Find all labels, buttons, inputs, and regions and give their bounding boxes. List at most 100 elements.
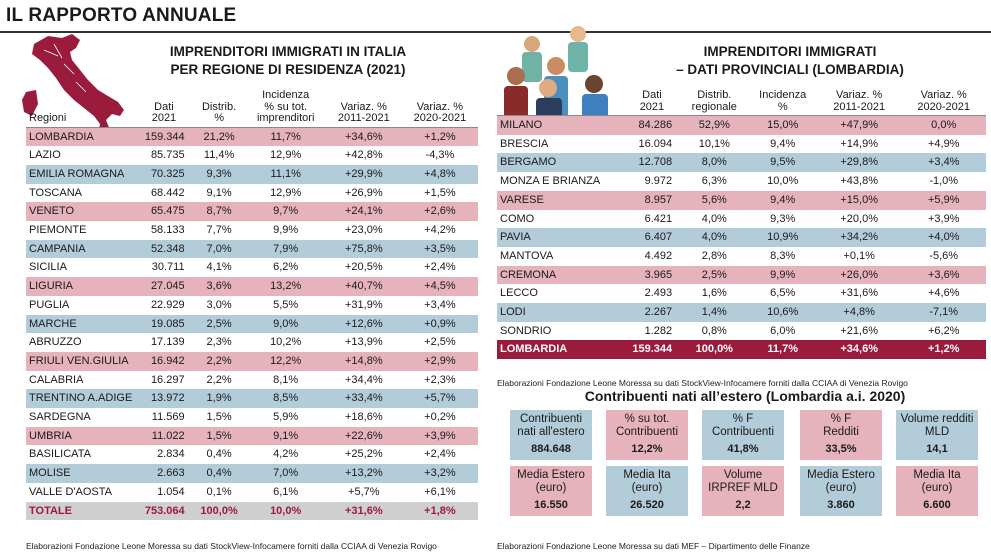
table-row: BASILICATA 2.834 0,4% 4,2% +25,2% +2,4% xyxy=(26,445,478,465)
contributors-title: Contribuenti nati all’estero (Lombardia … xyxy=(584,388,906,404)
cell-inc: 8,5% xyxy=(245,389,326,409)
cell-dist: 8,7% xyxy=(192,202,246,222)
cell-v2: +0,2% xyxy=(401,408,478,427)
table-row: SARDEGNA 11.569 1,5% 5,9% +18,6% +0,2% xyxy=(26,408,478,427)
cell-dati: 16.942 xyxy=(135,351,193,371)
cell-dist: 5,6% xyxy=(680,190,749,210)
contrib-box: Volume redditi MLD 14,1 xyxy=(896,410,978,460)
cell-v1: +23,0% xyxy=(325,221,402,240)
contrib-box-label: Contribuenti nati all'estero xyxy=(517,413,585,438)
cell-dist: 7,7% xyxy=(192,221,246,240)
cell-dist: 9,3% xyxy=(192,164,246,184)
cell-v2: +3,6% xyxy=(901,265,986,285)
table-row: VENETO 65.475 8,7% 9,7% +24,1% +2,6% xyxy=(26,202,478,222)
cell-dist: 52,9% xyxy=(680,115,749,135)
table-row: LECCO 2.493 1,6% 6,5% +31,6% +4,6% xyxy=(497,284,986,304)
cell-inc: 10,0% xyxy=(748,172,817,191)
cell-inc: 9,9% xyxy=(748,265,817,285)
table-row: SONDRIO 1.282 0,8% 6,0% +21,6% +6,2% xyxy=(497,321,986,341)
right-title: IMPRENDITORI IMMIGRATI – DATI PROVINCIAL… xyxy=(676,44,904,77)
cell-v2: -4,3% xyxy=(401,146,478,165)
total-cell-v1: +31,6% xyxy=(325,501,402,521)
contrib-box-label: Media Estero (euro) xyxy=(517,469,585,494)
cell-v2: +5,9% xyxy=(901,190,986,210)
cell-v2: +3,9% xyxy=(401,426,478,446)
cell-dati: 30.711 xyxy=(135,258,193,278)
cell-inc: 5,9% xyxy=(245,408,326,427)
cell-name: VALLE D'AOSTA xyxy=(26,482,136,502)
cell-dist: 10,1% xyxy=(680,134,749,154)
table-row: PIEMONTE 58.133 7,7% 9,9% +23,0% +4,2% xyxy=(26,221,478,240)
cell-dati: 65.475 xyxy=(135,202,193,222)
cell-dati: 1.054 xyxy=(135,482,193,502)
cell-dist: 4,1% xyxy=(192,258,246,278)
contrib-box-label: Volume IRPREF MLD xyxy=(708,469,778,494)
table-row: FRIULI VEN.GIULIA 16.942 2,2% 12,2% +14,8% +2… xyxy=(26,351,478,371)
table-row: PAVIA 6.407 4,0% 10,9% +34,2% +4,0% xyxy=(497,228,986,247)
cell-v2: +0,9% xyxy=(401,314,478,334)
table-row: MILANO 84.286 52,9% 15,0% +47,9% 0,0% xyxy=(497,115,986,135)
cell-inc: 9,5% xyxy=(748,153,817,173)
cell-name: TRENTINO A.ADIGE xyxy=(26,389,136,409)
cell-v2: +2,4% xyxy=(401,258,478,278)
table-row: VALLE D'AOSTA 1.054 0,1% 6,1% +5,7% +6,1% xyxy=(26,482,478,502)
cell-v1: +4,8% xyxy=(816,303,902,322)
table-row: MARCHE 19.085 2,5% 9,0% +12,6% +0,9% xyxy=(26,314,478,334)
cell-dati: 2.834 xyxy=(135,445,193,465)
cell-v2: +4,6% xyxy=(901,284,986,304)
cell-dati: 16.297 xyxy=(135,370,193,390)
contrib-box: % F Redditi 33,5% xyxy=(800,410,882,460)
cell-inc: 5,5% xyxy=(245,295,326,315)
contrib-box-label: Media Ita (euro) xyxy=(623,469,671,494)
cell-name: MANTOVA xyxy=(497,246,624,266)
total-cell-name: LOMBARDIA xyxy=(497,340,624,360)
contrib-box-label: Media Ita (euro) xyxy=(913,469,961,494)
cell-dati: 8.957 xyxy=(623,190,681,210)
cell-v1: +5,7% xyxy=(325,482,402,502)
cell-v1: +29,9% xyxy=(325,164,402,184)
cell-dist: 2,2% xyxy=(192,351,246,371)
provinces-table-body: MILANO 84.286 52,9% 15,0% +47,9% 0,0% BRESCIA 1… xyxy=(497,115,986,360)
cell-v2: +3,9% xyxy=(901,209,986,229)
cell-dati: 12.708 xyxy=(623,153,681,173)
cell-dist: 9,1% xyxy=(192,183,246,203)
cell-inc: 9,4% xyxy=(748,134,817,154)
cell-dist: 1,6% xyxy=(680,284,749,304)
col-provincia xyxy=(497,90,624,116)
cell-name: MOLISE xyxy=(26,464,136,483)
table-row: TRENTINO A.ADIGE 13.972 1,9% 8,5% +33,4% +5,7… xyxy=(26,389,478,409)
table-row: UMBRIA 11.022 1,5% 9,1% +22,6% +3,9% xyxy=(26,426,478,446)
cell-name: MARCHE xyxy=(26,314,136,334)
left-source-note: Elaborazioni Fondazione Leone Moressa su… xyxy=(26,541,437,551)
regions-table-body: LOMBARDIA 159.344 21,2% 11,7% +34,6% +1,2% LAZ… xyxy=(26,127,478,521)
contrib-box-value: 16.550 xyxy=(534,499,568,511)
cell-dati: 9.972 xyxy=(623,172,681,191)
cell-name: FRIULI VEN.GIULIA xyxy=(26,351,136,371)
contrib-box-value: 3.860 xyxy=(827,499,855,511)
regions-table: Regioni Dati 2021 Distrib.% Incidenza% su… xyxy=(26,89,478,521)
cell-dati: 2.493 xyxy=(623,284,681,304)
cell-dist: 1,5% xyxy=(192,426,246,446)
total-cell-inc: 10,0% xyxy=(245,501,326,521)
cell-dati: 1.282 xyxy=(623,321,681,341)
contrib-box-value: 884.648 xyxy=(531,443,571,455)
table-row: BERGAMO 12.708 8,0% 9,5% +29,8% +3,4% xyxy=(497,153,986,173)
cell-dati: 52.348 xyxy=(135,239,193,259)
cell-inc: 10,9% xyxy=(748,228,817,247)
cell-inc: 9,3% xyxy=(748,209,817,229)
cell-v1: +18,6% xyxy=(325,408,402,427)
cell-dati: 84.286 xyxy=(623,115,681,135)
cell-inc: 6,1% xyxy=(245,482,326,502)
table-row: MANTOVA 4.492 2,8% 8,3% +0,1% -5,6% xyxy=(497,246,986,266)
cell-v2: +5,7% xyxy=(401,389,478,409)
cell-v1: +20,0% xyxy=(816,209,902,229)
cell-dist: 4,0% xyxy=(680,209,749,229)
table-row: TOSCANA 68.442 9,1% 12,9% +26,9% +1,5% xyxy=(26,183,478,203)
cell-dati: 70.325 xyxy=(135,164,193,184)
cell-name: CREMONA xyxy=(497,265,624,285)
page-title: IL RAPPORTO ANNUALE xyxy=(6,5,237,26)
table-row: ABRUZZO 17.139 2,3% 10,2% +13,9% +2,5% xyxy=(26,333,478,352)
table-row: LIGURIA 27.045 3,6% 13,2% +40,7% +4,5% xyxy=(26,277,478,296)
total-cell-v1: +34,6% xyxy=(816,340,902,360)
cell-v2: +4,0% xyxy=(901,228,986,247)
